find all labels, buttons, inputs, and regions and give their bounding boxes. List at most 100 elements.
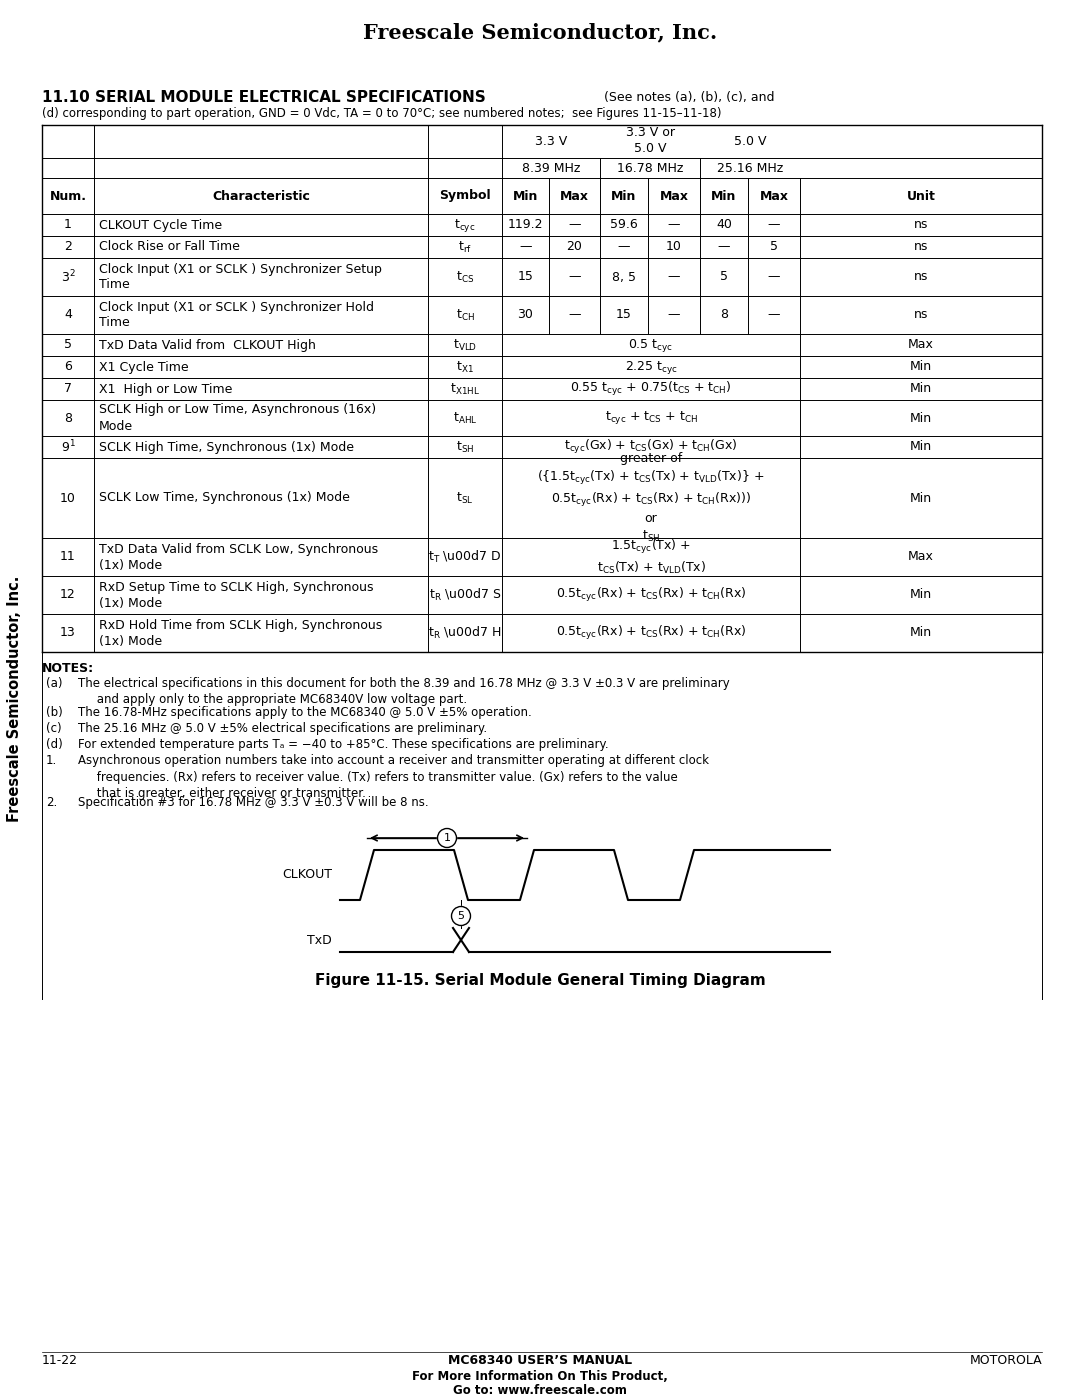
Text: t$_{\mathregular{SH}}$: t$_{\mathregular{SH}}$ [456, 440, 474, 454]
Text: 9$^1$: 9$^1$ [60, 439, 76, 455]
Text: Max: Max [759, 190, 788, 203]
Text: —: — [618, 240, 631, 253]
Text: —: — [568, 271, 581, 284]
Text: 1.: 1. [46, 754, 57, 767]
Text: t$_{\mathregular{VLD}}$: t$_{\mathregular{VLD}}$ [453, 338, 477, 352]
Text: (a): (a) [46, 678, 63, 690]
Text: 10: 10 [666, 240, 681, 253]
Text: Freescale Semiconductor, Inc.: Freescale Semiconductor, Inc. [363, 22, 717, 42]
Text: NOTES:: NOTES: [42, 662, 94, 675]
Text: For extended temperature parts Tₐ = −40 to +85°C. These specifications are preli: For extended temperature parts Tₐ = −40 … [78, 738, 609, 752]
Text: Min: Min [611, 190, 637, 203]
Text: MC68340 USER’S MANUAL: MC68340 USER’S MANUAL [448, 1354, 632, 1366]
Text: t$_{\mathregular{SL}}$: t$_{\mathregular{SL}}$ [457, 490, 474, 506]
Text: t$_{\mathregular{X1HL}}$: t$_{\mathregular{X1HL}}$ [450, 381, 480, 397]
Text: Figure 11-15. Serial Module General Timing Diagram: Figure 11-15. Serial Module General Timi… [314, 972, 766, 988]
Text: X1 Cycle Time: X1 Cycle Time [99, 360, 189, 373]
Text: 1: 1 [444, 833, 450, 842]
Text: Max: Max [908, 338, 934, 352]
Text: —: — [519, 240, 531, 253]
Text: 20: 20 [567, 240, 582, 253]
Text: t$_{\mathregular{T}}$ \u00d7 D: t$_{\mathregular{T}}$ \u00d7 D [429, 549, 502, 564]
Text: —: — [667, 218, 680, 232]
Text: t$_{\mathregular{cyc}}$ + t$_{\mathregular{CS}}$ + t$_{\mathregular{CH}}$: t$_{\mathregular{cyc}}$ + t$_{\mathregul… [605, 409, 698, 426]
Text: —: — [768, 218, 780, 232]
Text: Asynchronous operation numbers take into account a receiver and transmitter oper: Asynchronous operation numbers take into… [78, 754, 708, 800]
Text: (d) corresponding to part operation, GND = 0 Vdc, TA = 0 to 70°C; see numbered n: (d) corresponding to part operation, GND… [42, 106, 721, 120]
Text: Clock Input (X1 or SCLK ) Synchronizer Hold
Time: Clock Input (X1 or SCLK ) Synchronizer H… [99, 300, 374, 330]
Text: MOTOROLA: MOTOROLA [970, 1354, 1042, 1366]
Text: Freescale Semiconductor, Inc.: Freescale Semiconductor, Inc. [8, 576, 23, 821]
Text: —: — [667, 271, 680, 284]
Text: 10: 10 [60, 492, 76, 504]
Text: For More Information On This Product,: For More Information On This Product, [413, 1370, 667, 1383]
Text: 2.: 2. [46, 796, 57, 809]
Text: 8, 5: 8, 5 [612, 271, 636, 284]
Text: —: — [768, 309, 780, 321]
Text: 3.3 V or
5.0 V: 3.3 V or 5.0 V [625, 127, 675, 155]
Text: CLKOUT Cycle Time: CLKOUT Cycle Time [99, 218, 222, 232]
Text: (c): (c) [46, 722, 62, 735]
Text: Min: Min [910, 440, 932, 454]
Text: 3.3 V: 3.3 V [535, 136, 567, 148]
Text: RxD Hold Time from SCLK High, Synchronous
(1x) Mode: RxD Hold Time from SCLK High, Synchronou… [99, 619, 382, 647]
Text: The 25.16 MHz @ 5.0 V ±5% electrical specifications are preliminary.: The 25.16 MHz @ 5.0 V ±5% electrical spe… [78, 722, 487, 735]
Text: (d): (d) [46, 738, 63, 752]
Text: 5: 5 [720, 271, 728, 284]
Text: 5: 5 [770, 240, 778, 253]
Text: The electrical specifications in this document for both the 8.39 and 16.78 MHz @: The electrical specifications in this do… [78, 678, 730, 707]
Text: ns: ns [914, 218, 928, 232]
Text: 0.5 t$_{\mathregular{cyc}}$: 0.5 t$_{\mathregular{cyc}}$ [629, 337, 674, 353]
Text: 25.16 MHz: 25.16 MHz [717, 162, 783, 175]
Text: ns: ns [914, 309, 928, 321]
Text: 119.2: 119.2 [508, 218, 543, 232]
Text: 13: 13 [60, 626, 76, 640]
Text: 8.39 MHz: 8.39 MHz [522, 162, 580, 175]
Text: 6: 6 [64, 360, 72, 373]
Text: —: — [718, 240, 730, 253]
Text: Min: Min [910, 360, 932, 373]
Text: greater of
({1.5t$_{\mathregular{cyc}}$(Tx) + t$_{\mathregular{CS}}$(Tx) + t$_{\: greater of ({1.5t$_{\mathregular{cyc}}$(… [538, 451, 765, 545]
Text: 1.5t$_{\mathregular{cyc}}$(Tx) +
t$_{\mathregular{CS}}$(Tx) + t$_{\mathregular{V: 1.5t$_{\mathregular{cyc}}$(Tx) + t$_{\ma… [596, 538, 705, 576]
Text: 5.0 V: 5.0 V [733, 136, 766, 148]
Text: t$_{\mathregular{cyc}}$(Gx) + t$_{\mathregular{CS}}$(Gx) + t$_{\mathregular{CH}}: t$_{\mathregular{cyc}}$(Gx) + t$_{\mathr… [564, 439, 738, 455]
Text: t$_{\mathregular{X1}}$: t$_{\mathregular{X1}}$ [456, 359, 474, 374]
Text: Characteristic: Characteristic [212, 190, 310, 203]
Text: Min: Min [910, 588, 932, 602]
Text: Min: Min [910, 492, 932, 504]
Text: 30: 30 [517, 309, 534, 321]
Text: TxD Data Valid from SCLK Low, Synchronous
(1x) Mode: TxD Data Valid from SCLK Low, Synchronou… [99, 542, 378, 571]
Text: Min: Min [513, 190, 538, 203]
Text: Num.: Num. [50, 190, 86, 203]
Text: SCLK High or Low Time, Asynchronous (16x)
Mode: SCLK High or Low Time, Asynchronous (16x… [99, 404, 376, 433]
Text: Specification #3 for 16.78 MHz @ 3.3 V ±0.3 V will be 8 ns.: Specification #3 for 16.78 MHz @ 3.3 V ±… [78, 796, 429, 809]
Text: 11.10 SERIAL MODULE ELECTRICAL SPECIFICATIONS: 11.10 SERIAL MODULE ELECTRICAL SPECIFICA… [42, 91, 486, 106]
Text: SCLK High Time, Synchronous (1x) Mode: SCLK High Time, Synchronous (1x) Mode [99, 440, 354, 454]
Text: 3$^2$: 3$^2$ [60, 268, 76, 285]
Text: t$_{\mathregular{cyc}}$: t$_{\mathregular{cyc}}$ [455, 217, 475, 233]
Text: ns: ns [914, 271, 928, 284]
Text: t$_{\mathregular{CH}}$: t$_{\mathregular{CH}}$ [456, 307, 474, 323]
Text: 4: 4 [64, 309, 72, 321]
Text: RxD Setup Time to SCLK High, Synchronous
(1x) Mode: RxD Setup Time to SCLK High, Synchronous… [99, 581, 374, 609]
Text: Clock Input (X1 or SCLK ) Synchronizer Setup
Time: Clock Input (X1 or SCLK ) Synchronizer S… [99, 263, 382, 292]
Text: t$_{\mathregular{CS}}$: t$_{\mathregular{CS}}$ [456, 270, 474, 285]
Text: 15: 15 [616, 309, 632, 321]
Text: 0.5t$_{\mathregular{cyc}}$(Rx) + t$_{\mathregular{CS}}$(Rx) + t$_{\mathregular{C: 0.5t$_{\mathregular{cyc}}$(Rx) + t$_{\ma… [556, 585, 746, 604]
Text: (See notes (a), (b), (c), and: (See notes (a), (b), (c), and [600, 91, 774, 105]
Text: 2: 2 [64, 240, 72, 253]
Text: 59.6: 59.6 [610, 218, 638, 232]
Circle shape [451, 907, 471, 925]
Text: (b): (b) [46, 705, 63, 719]
Text: X1  High or Low Time: X1 High or Low Time [99, 383, 232, 395]
Text: Min: Min [910, 412, 932, 425]
Text: Min: Min [910, 383, 932, 395]
Text: —: — [768, 271, 780, 284]
Text: Max: Max [660, 190, 689, 203]
Text: Clock Rise or Fall Time: Clock Rise or Fall Time [99, 240, 240, 253]
Text: Min: Min [910, 626, 932, 640]
Text: Unit: Unit [906, 190, 935, 203]
Text: Min: Min [712, 190, 737, 203]
Text: 11: 11 [60, 550, 76, 563]
Text: TxD Data Valid from  CLKOUT High: TxD Data Valid from CLKOUT High [99, 338, 315, 352]
